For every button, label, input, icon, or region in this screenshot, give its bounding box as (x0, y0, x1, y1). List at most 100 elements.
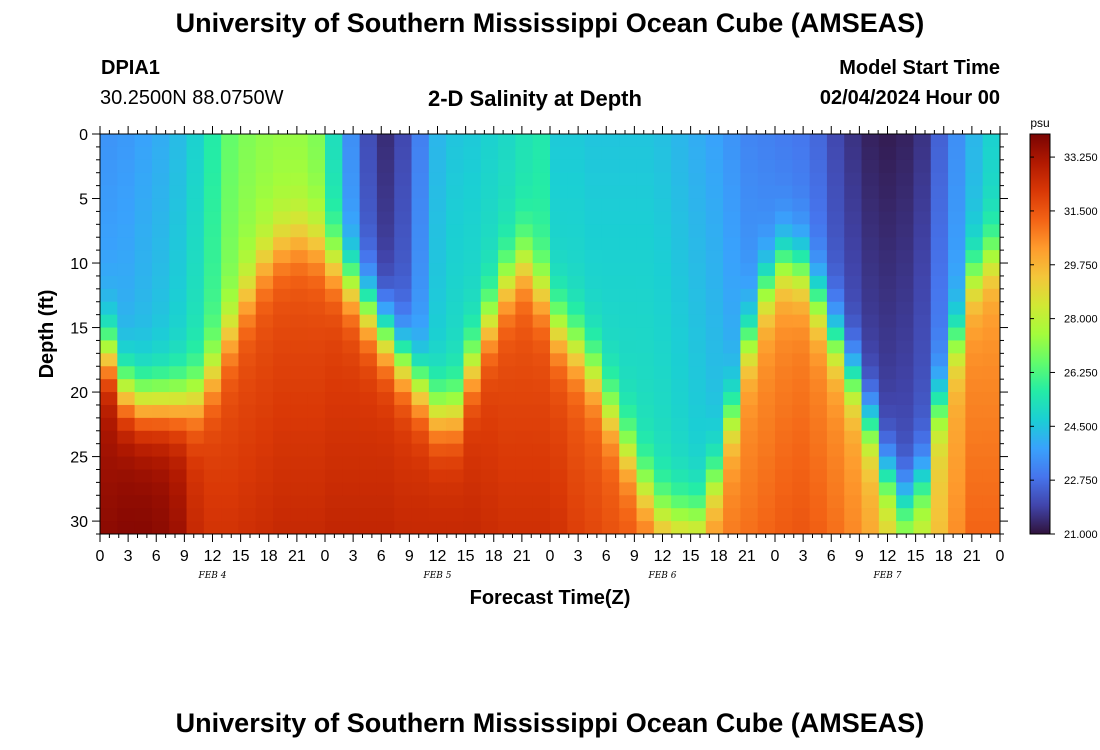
heatmap-cell (255, 469, 274, 483)
heatmap-cell (169, 327, 188, 342)
heatmap-cell (342, 366, 361, 380)
heatmap-cell (186, 159, 205, 174)
x-tick-label: 3 (349, 548, 358, 565)
heatmap-cell (930, 327, 949, 342)
heatmap-cell (428, 288, 447, 303)
heatmap-cell (221, 211, 240, 225)
heatmap-cell (550, 275, 568, 290)
heatmap-cell (653, 237, 672, 251)
heatmap-cell (221, 340, 240, 354)
heatmap-cell (584, 508, 603, 522)
heatmap-cell (273, 134, 291, 148)
heatmap-cell (809, 392, 828, 406)
heatmap-cell (255, 263, 274, 277)
heatmap-cell (930, 456, 949, 471)
heatmap-cell (446, 417, 465, 432)
heatmap-cell (342, 495, 361, 509)
heatmap-cell (411, 185, 430, 200)
heatmap-cell (498, 211, 516, 225)
heatmap-cell (238, 340, 257, 354)
heatmap-cell (619, 211, 638, 225)
heatmap-cell (325, 392, 343, 406)
y-tick-label: 20 (70, 385, 88, 402)
heatmap-cell (965, 508, 984, 522)
heatmap-cell (965, 250, 984, 264)
heatmap-cell (809, 237, 828, 251)
heatmap-cell (705, 417, 724, 432)
heatmap-cell (930, 392, 949, 406)
heatmap-cell (671, 134, 690, 148)
heatmap-cell (913, 134, 932, 148)
heatmap-cell (411, 211, 430, 225)
heatmap-cell (705, 211, 724, 225)
heatmap-cell (498, 263, 516, 277)
heatmap-cell (792, 237, 811, 251)
heatmap-cell (671, 353, 690, 367)
heatmap-cell (740, 159, 759, 174)
heatmap-cell (965, 404, 984, 419)
heatmap-cell (861, 469, 880, 483)
heatmap-cell (307, 521, 326, 534)
heatmap-cell (186, 327, 205, 342)
heatmap-cell (221, 366, 240, 380)
heatmap-cell (826, 508, 845, 522)
heatmap-cell (930, 430, 949, 445)
heatmap-cell (394, 314, 413, 329)
heatmap-cell (411, 443, 430, 458)
heatmap-cell (826, 250, 845, 264)
heatmap-cell (532, 211, 551, 225)
day-label: FEB 6 (647, 571, 676, 581)
colorbar: psu 33.25031.50029.75028.00026.25024.500… (1029, 116, 1098, 541)
heatmap-cell (446, 392, 465, 406)
heatmap-cell (636, 443, 655, 458)
heatmap-cell (342, 379, 361, 393)
heatmap-cell (186, 146, 205, 161)
heatmap-cell (584, 404, 603, 419)
heatmap-cell (359, 185, 378, 200)
heatmap-cell (688, 172, 707, 187)
heatmap-cell (134, 250, 153, 264)
heatmap-cell (930, 366, 949, 380)
heatmap-cell (359, 482, 378, 496)
heatmap-cell (186, 482, 205, 496)
heatmap-cell (428, 314, 447, 329)
heatmap-cell (948, 404, 966, 419)
heatmap-cell (636, 237, 655, 251)
heatmap-cell (342, 250, 361, 264)
heatmap-cell (965, 392, 984, 406)
heatmap-cell (930, 521, 949, 534)
heatmap-cell (498, 224, 516, 238)
heatmap-cell (151, 379, 170, 393)
heatmap-cell (307, 146, 326, 161)
heatmap-cell (411, 469, 430, 483)
heatmap-cell (809, 275, 828, 290)
heatmap-cell (394, 353, 413, 367)
heatmap-cell (134, 392, 153, 406)
heatmap-cell (896, 404, 915, 419)
heatmap-cell (325, 366, 343, 380)
heatmap-cell (982, 146, 1000, 161)
heatmap-cell (203, 275, 222, 290)
heatmap-cell (653, 392, 672, 406)
heatmap-cell (203, 353, 222, 367)
heatmap-cell (705, 456, 724, 471)
heatmap-cell (203, 263, 222, 277)
heatmap-cell (688, 392, 707, 406)
heatmap-cell (186, 134, 205, 148)
heatmap-cell (238, 288, 257, 303)
heatmap-cell (619, 159, 638, 174)
heatmap-cell (792, 314, 811, 329)
heatmap-cell (896, 146, 915, 161)
heatmap-cell (844, 327, 863, 342)
heatmap-cell (653, 353, 672, 367)
heatmap-cell (186, 224, 205, 238)
heatmap-cell (809, 185, 828, 200)
heatmap-cell (550, 404, 568, 419)
heatmap-cell (844, 508, 863, 522)
heatmap-cell (428, 443, 447, 458)
heatmap-cell (515, 327, 534, 342)
heatmap-cell (463, 353, 482, 367)
heatmap-cell (550, 353, 568, 367)
heatmap-cell (394, 198, 413, 213)
heatmap-cell (619, 185, 638, 200)
